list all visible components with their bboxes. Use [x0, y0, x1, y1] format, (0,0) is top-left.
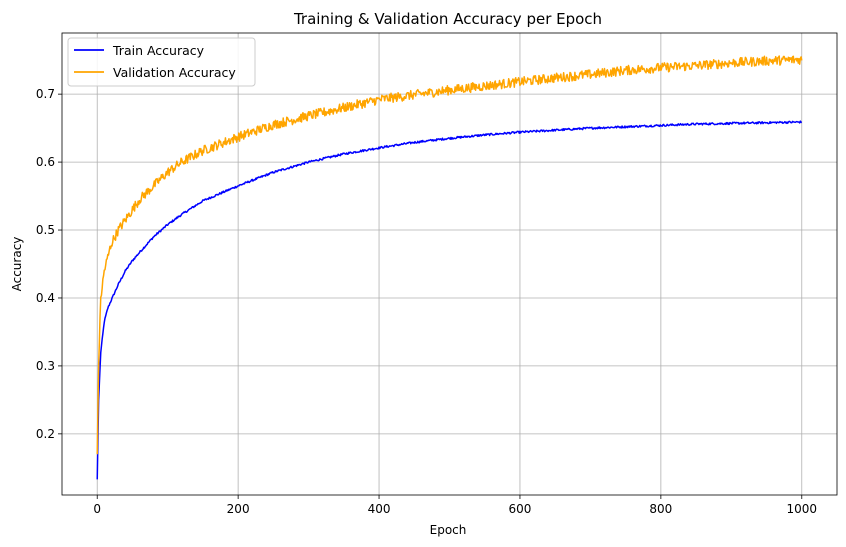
y-tick-label: 0.6	[36, 155, 55, 169]
x-tick-label: 0	[93, 502, 101, 516]
x-tick-label: 600	[509, 502, 532, 516]
series-layer	[96, 55, 803, 480]
x-tick-label: 800	[649, 502, 672, 516]
y-axis-label: Accuracy	[10, 237, 24, 292]
y-tick-label: 0.4	[36, 291, 55, 305]
legend-label-train: Train Accuracy	[112, 43, 205, 58]
x-tick-label: 400	[368, 502, 391, 516]
y-axis-ticks: 0.2 0.3 0.4 0.5 0.6 0.7	[36, 87, 62, 441]
y-tick-label: 0.2	[36, 427, 55, 441]
series-line-0	[96, 120, 803, 480]
x-axis-ticks: 0 200 400 600 800 1000	[93, 495, 817, 516]
series-line-1	[96, 55, 803, 455]
y-tick-label: 0.7	[36, 87, 55, 101]
y-tick-label: 0.5	[36, 223, 55, 237]
legend-box	[67, 37, 256, 87]
plot-frame	[61, 32, 838, 496]
y-tick-label: 0.3	[36, 359, 55, 373]
chart-title: Training & Validation Accuracy per Epoch	[293, 10, 602, 28]
x-tick-label: 200	[227, 502, 250, 516]
x-axis-label: Epoch	[430, 523, 467, 537]
x-tick-label: 1000	[786, 502, 817, 516]
grid	[62, 33, 837, 495]
legend-label-validation: Validation Accuracy	[113, 65, 236, 80]
legend: Train Accuracy Validation Accuracy	[67, 37, 256, 87]
